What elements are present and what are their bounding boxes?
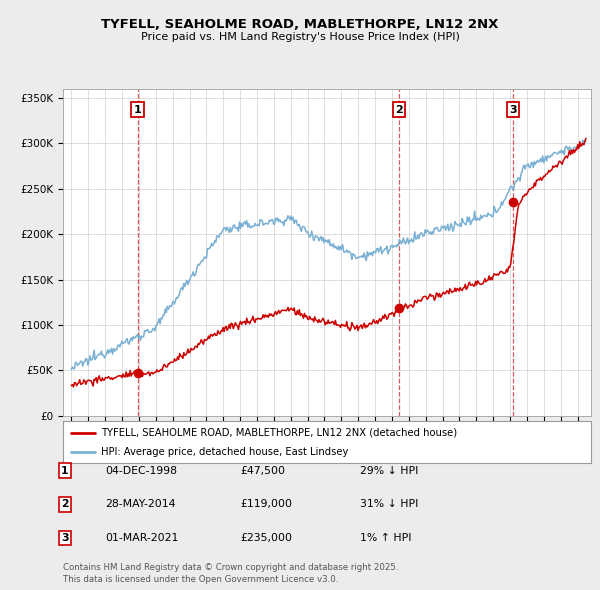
Text: 28-MAY-2014: 28-MAY-2014 — [105, 500, 176, 509]
Text: 2: 2 — [395, 105, 403, 115]
Text: £235,000: £235,000 — [240, 533, 292, 543]
Text: 2: 2 — [61, 500, 68, 509]
Text: £47,500: £47,500 — [240, 466, 285, 476]
Text: Price paid vs. HM Land Registry's House Price Index (HPI): Price paid vs. HM Land Registry's House … — [140, 32, 460, 42]
Text: 04-DEC-1998: 04-DEC-1998 — [105, 466, 177, 476]
Text: 1: 1 — [61, 466, 68, 476]
Text: HPI: Average price, detached house, East Lindsey: HPI: Average price, detached house, East… — [101, 447, 349, 457]
Text: 29% ↓ HPI: 29% ↓ HPI — [360, 466, 418, 476]
Text: 31% ↓ HPI: 31% ↓ HPI — [360, 500, 418, 509]
Text: 1% ↑ HPI: 1% ↑ HPI — [360, 533, 412, 543]
Text: 3: 3 — [509, 105, 517, 115]
Text: 01-MAR-2021: 01-MAR-2021 — [105, 533, 178, 543]
Text: 1: 1 — [134, 105, 142, 115]
Text: TYFELL, SEAHOLME ROAD, MABLETHORPE, LN12 2NX: TYFELL, SEAHOLME ROAD, MABLETHORPE, LN12… — [101, 18, 499, 31]
Text: 3: 3 — [61, 533, 68, 543]
Text: £119,000: £119,000 — [240, 500, 292, 509]
Text: TYFELL, SEAHOLME ROAD, MABLETHORPE, LN12 2NX (detached house): TYFELL, SEAHOLME ROAD, MABLETHORPE, LN12… — [101, 428, 457, 438]
Text: Contains HM Land Registry data © Crown copyright and database right 2025.
This d: Contains HM Land Registry data © Crown c… — [63, 563, 398, 584]
